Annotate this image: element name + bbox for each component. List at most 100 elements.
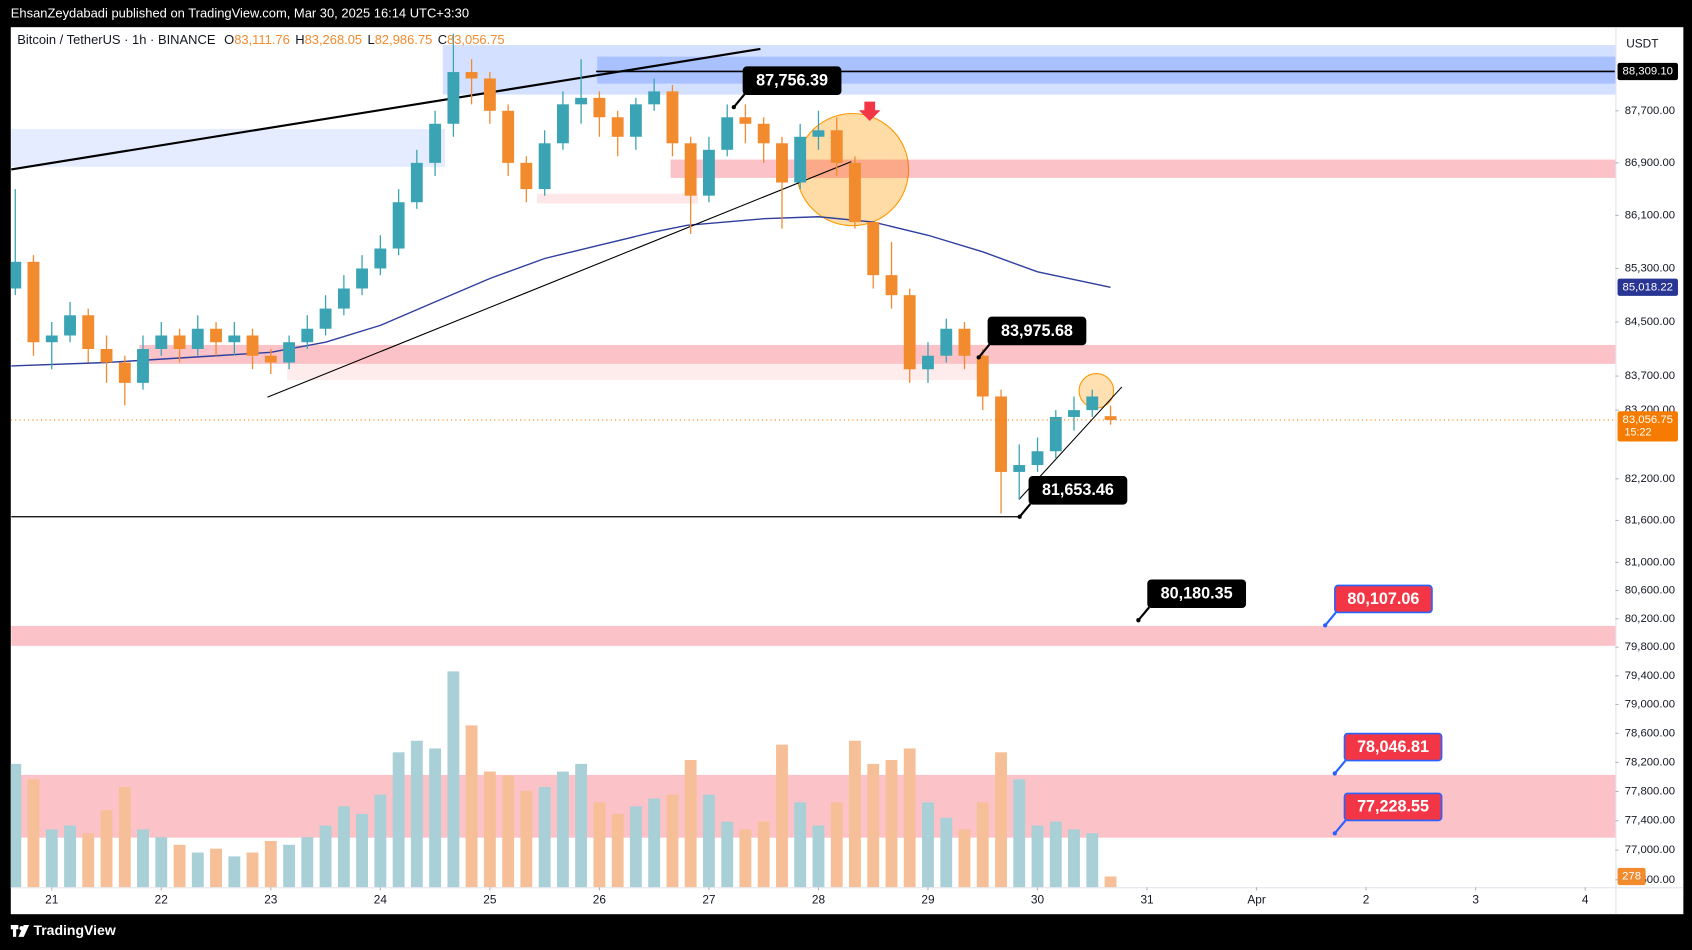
x-tick-label: 24 <box>374 892 388 906</box>
callout-box <box>1343 732 1443 762</box>
x-tick-label: 2 <box>1363 892 1370 906</box>
candle-body <box>502 110 515 163</box>
logo-text: TradingView <box>33 922 115 938</box>
volume-bar <box>264 840 277 888</box>
candle-body <box>100 348 113 363</box>
price-countdown: 15:22 <box>1625 427 1652 439</box>
candle-body <box>794 136 807 183</box>
x-tick-label: 4 <box>1582 892 1589 906</box>
candle-body <box>82 315 95 349</box>
candle-body <box>1086 396 1099 411</box>
volume-bar <box>684 760 697 888</box>
volume-bar <box>940 817 953 888</box>
x-tick-label: 3 <box>1472 892 1479 906</box>
callout-anchor <box>731 104 736 110</box>
ohlc-value: 82,986.75 <box>375 33 433 48</box>
candle-body <box>301 328 314 343</box>
volume-bar <box>118 787 131 888</box>
zone <box>139 344 1616 364</box>
logo: TradingView <box>10 922 116 938</box>
candle-body <box>1104 416 1117 420</box>
volume-bar <box>82 833 95 888</box>
callout-pointer <box>1137 606 1151 621</box>
candle-body <box>812 130 825 137</box>
ohlc-name: C <box>438 33 447 48</box>
callout-pointer <box>1018 503 1032 518</box>
zone <box>287 363 983 381</box>
volume-label-box <box>1617 867 1646 886</box>
candle-body <box>995 396 1007 472</box>
x-tick-label: 21 <box>45 892 59 906</box>
callout-pointer <box>1333 759 1347 775</box>
price-label-box <box>1617 411 1678 442</box>
x-tick-label: Apr <box>1247 892 1266 906</box>
volume-bar <box>337 806 350 888</box>
candle-body <box>356 268 368 289</box>
candle-body <box>922 355 934 370</box>
volume-bar <box>502 775 515 888</box>
candle-body <box>1049 416 1062 452</box>
ohlc-name: H <box>295 33 304 48</box>
candle-body <box>210 328 222 343</box>
volume-bar <box>1086 833 1099 888</box>
volume-bar <box>173 844 186 888</box>
callout-label: 83,975.68 <box>1001 322 1073 340</box>
callout-box <box>742 66 842 96</box>
y-tick-label: 84,500.00 <box>1625 316 1675 328</box>
x-tick-label: 25 <box>483 892 497 906</box>
candle-body <box>246 335 259 356</box>
ohlc-name: O <box>224 33 234 48</box>
ohlc-value: 83,268.05 <box>305 33 363 48</box>
candle-body <box>155 335 168 349</box>
ohlc-value: 83,111.76 <box>234 33 290 48</box>
candle-body <box>64 315 76 336</box>
x-tick-label: 27 <box>702 892 715 906</box>
price-label-box <box>1617 62 1678 81</box>
volume-bar <box>301 837 314 888</box>
candle-body <box>538 143 551 190</box>
candle-body <box>702 149 715 196</box>
volume-bar <box>64 825 76 888</box>
y-tick-label: 79,800.00 <box>1625 641 1675 653</box>
y-tick-label: 82,200.00 <box>1625 473 1675 485</box>
callout-anchor <box>1136 618 1141 623</box>
candle-body <box>885 275 898 296</box>
callout-anchor <box>1322 623 1328 628</box>
y-tick-label: 77,800.00 <box>1625 785 1675 797</box>
volume-bar <box>228 856 241 888</box>
zone <box>536 193 698 204</box>
x-tick-label: 23 <box>264 892 278 906</box>
candle-body <box>45 335 58 343</box>
symbol-title: Bitcoin / TetherUS · 1h · BINANCE <box>17 33 216 48</box>
callout-label: 80,107.06 <box>1347 590 1419 608</box>
candle-body <box>228 335 241 343</box>
volume-bar <box>356 813 368 888</box>
volume-bar <box>429 748 442 888</box>
volume-bar <box>191 852 204 888</box>
overlay: Bitcoin / TetherUS · 1h · BINANCE O83,111… <box>17 33 1678 906</box>
volume-bar <box>794 802 807 888</box>
ohlc-value: 83,056.75 <box>447 33 505 48</box>
y-tick-label: 80,200.00 <box>1625 613 1675 625</box>
candle-body <box>666 91 679 144</box>
candle-body <box>848 162 861 223</box>
y-tick-label: 81,600.00 <box>1625 514 1675 526</box>
volume-bar <box>629 806 642 888</box>
y-tick-label: 79,000.00 <box>1625 698 1675 710</box>
candle-body <box>575 97 588 105</box>
callout-anchor <box>976 355 981 360</box>
y-tick-label: 85,300.00 <box>1625 262 1675 274</box>
candle-body <box>137 348 149 383</box>
candle-body <box>374 248 387 269</box>
price-label-box <box>1617 278 1678 296</box>
callout-anchor <box>1332 831 1337 836</box>
volume-bar <box>1104 876 1117 888</box>
volume-bar <box>10 763 22 888</box>
candle-body <box>410 162 423 203</box>
y-tick-label: 86,900.00 <box>1625 157 1675 169</box>
trend-line <box>267 161 852 398</box>
y-tick-label: 77,000.00 <box>1625 844 1675 856</box>
volume-bar <box>319 825 332 888</box>
zone <box>11 625 1616 646</box>
y-tick-label: 78,600.00 <box>1625 727 1675 739</box>
